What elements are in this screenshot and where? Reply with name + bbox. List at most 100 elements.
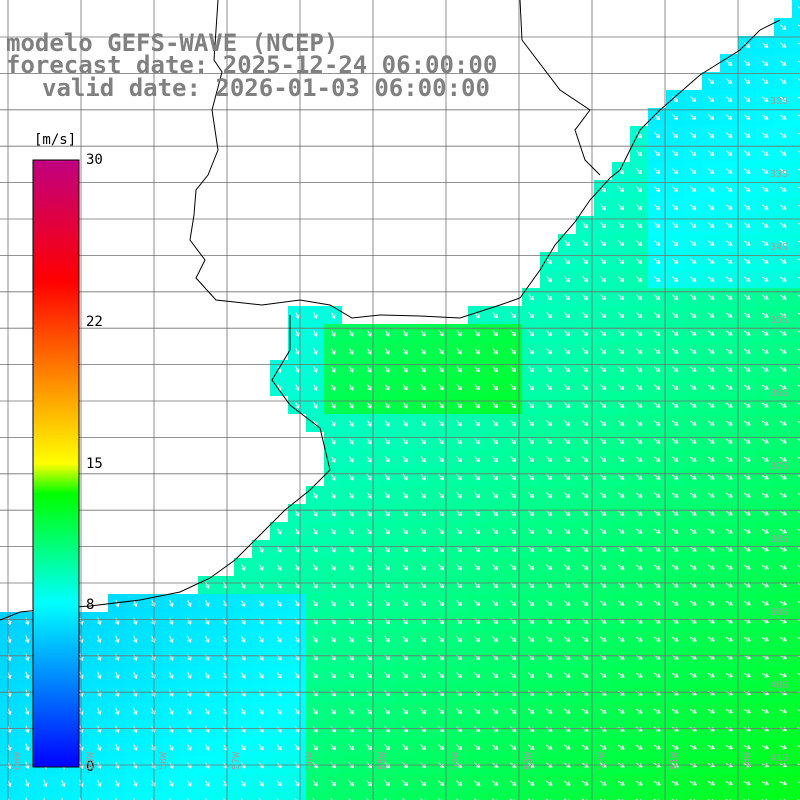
wind-arrow bbox=[509, 780, 517, 786]
wind-arrow bbox=[438, 654, 445, 661]
wind-arrow bbox=[510, 564, 517, 571]
wind-arrow bbox=[635, 744, 643, 750]
wind-arrow bbox=[761, 114, 769, 120]
wind-arrow bbox=[312, 311, 318, 319]
wind-arrow bbox=[276, 779, 282, 787]
wind-cell bbox=[432, 792, 450, 800]
wind-arrow bbox=[348, 780, 354, 787]
wind-arrow bbox=[456, 456, 462, 463]
wind-arrow bbox=[725, 528, 733, 534]
wind-arrow bbox=[420, 491, 426, 499]
wind-arrow bbox=[294, 527, 300, 535]
wind-arrow bbox=[438, 708, 445, 715]
wind-arrow bbox=[312, 599, 318, 607]
wind-cell bbox=[576, 792, 594, 800]
longitude-label: 51W bbox=[669, 751, 680, 770]
wind-arrow bbox=[402, 636, 408, 643]
wind-arrow bbox=[671, 474, 679, 480]
wind-arrow bbox=[546, 528, 553, 534]
wind-arrow bbox=[456, 528, 462, 535]
wind-arrow bbox=[240, 707, 246, 715]
wind-arrow bbox=[456, 365, 462, 373]
wind-cell bbox=[792, 468, 800, 486]
wind-arrow bbox=[294, 653, 300, 661]
wind-arrow bbox=[743, 709, 751, 714]
wind-arrow bbox=[510, 348, 516, 355]
wind-arrow bbox=[617, 438, 625, 444]
wind-arrow bbox=[546, 384, 553, 391]
wind-arrow bbox=[546, 600, 553, 606]
wind-arrow bbox=[186, 779, 192, 787]
wind-arrow bbox=[510, 420, 516, 427]
wind-arrow bbox=[204, 779, 210, 787]
wind-arrow bbox=[761, 510, 769, 516]
wind-arrow bbox=[510, 582, 517, 589]
wind-arrow bbox=[348, 527, 354, 535]
wind-arrow bbox=[258, 725, 264, 733]
wind-arrow bbox=[600, 384, 607, 390]
wind-arrow bbox=[204, 743, 210, 751]
wind-arrow bbox=[527, 780, 535, 786]
wind-arrow bbox=[581, 672, 589, 678]
wind-arrow bbox=[168, 725, 174, 733]
wind-arrow bbox=[599, 582, 607, 588]
wind-arrow bbox=[546, 276, 552, 283]
wind-arrow bbox=[671, 366, 679, 372]
wind-arrow bbox=[564, 546, 571, 552]
colorbar-tick-label: 15 bbox=[86, 455, 103, 472]
wind-arrow bbox=[599, 528, 607, 534]
wind-cell bbox=[792, 396, 800, 414]
wind-arrow bbox=[492, 528, 499, 535]
wind-arrow bbox=[564, 294, 571, 301]
wind-cell bbox=[792, 792, 800, 800]
wind-arrow bbox=[563, 780, 571, 786]
wind-cell bbox=[792, 342, 800, 360]
wind-arrow bbox=[384, 437, 390, 445]
longitude-label: 52W bbox=[596, 751, 607, 770]
wind-arrow bbox=[618, 366, 625, 372]
wind-arrow bbox=[510, 672, 517, 678]
wind-arrow bbox=[654, 150, 661, 157]
wind-arrow bbox=[761, 168, 769, 174]
wind-arrow bbox=[330, 527, 336, 535]
wind-arrow bbox=[276, 527, 282, 535]
wind-arrow bbox=[132, 743, 138, 751]
wind-cell bbox=[792, 486, 800, 504]
wind-arrow bbox=[707, 492, 715, 498]
wind-arrow bbox=[492, 311, 498, 319]
wind-arrow bbox=[761, 745, 770, 750]
wind-arrow bbox=[168, 653, 174, 661]
wind-arrow bbox=[600, 438, 607, 444]
wind-arrow bbox=[761, 402, 769, 408]
wind-arrow bbox=[97, 779, 102, 787]
wind-arrow bbox=[672, 276, 679, 282]
wind-arrow bbox=[725, 348, 733, 354]
wind-arrow bbox=[258, 671, 264, 679]
wind-arrow bbox=[24, 671, 30, 680]
wind-arrow bbox=[761, 150, 769, 156]
wind-arrow bbox=[689, 564, 697, 570]
wind-arrow bbox=[348, 365, 354, 373]
wind-arrow bbox=[690, 150, 697, 156]
wind-arrow bbox=[527, 672, 535, 678]
wind-arrow bbox=[186, 599, 192, 607]
wind-arrow bbox=[797, 114, 800, 117]
wind-arrow bbox=[384, 672, 390, 679]
wind-arrow bbox=[510, 528, 517, 535]
wind-arrow bbox=[438, 419, 444, 427]
wind-arrow bbox=[671, 312, 679, 318]
wind-arrow bbox=[564, 474, 571, 480]
wind-arrow bbox=[169, 635, 174, 643]
wind-cell bbox=[180, 792, 198, 800]
wind-arrow bbox=[797, 420, 800, 424]
wind-arrow bbox=[618, 294, 625, 301]
wind-arrow bbox=[204, 653, 210, 661]
wind-arrow bbox=[636, 366, 643, 372]
wind-arrow bbox=[366, 599, 372, 607]
wind-arrow bbox=[653, 672, 661, 678]
wind-cell bbox=[792, 216, 800, 234]
wind-arrow bbox=[402, 401, 408, 409]
wind-arrow bbox=[438, 672, 445, 679]
wind-arrow bbox=[761, 637, 769, 642]
wind-arrow bbox=[761, 276, 769, 282]
